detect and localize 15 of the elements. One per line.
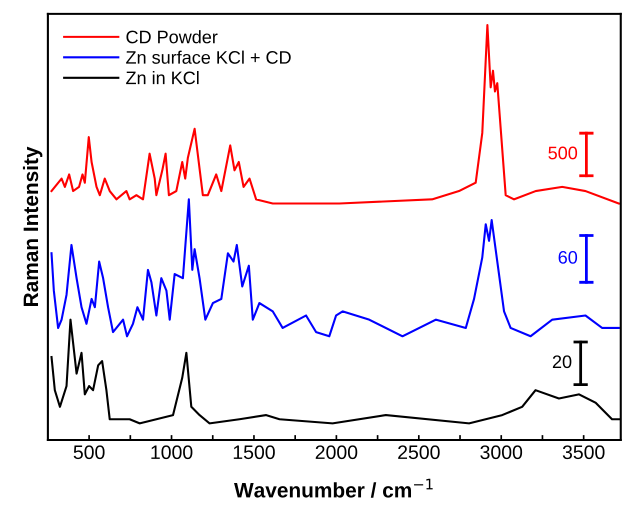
x-axis-title: Wavenumber / cm$^{−1}$: [234, 478, 433, 498]
x-tick-label: 1000: [151, 445, 192, 460]
y-axis-title: Raman Intensity: [22, 146, 42, 306]
legend-label: Zn surface KCl + CD: [126, 50, 291, 64]
annotation: 60: [558, 250, 578, 264]
x-tick-label: 3500: [562, 445, 605, 460]
legend-label: CD Powder: [126, 30, 218, 44]
x-tick-label: 500: [74, 445, 105, 460]
annotation: 20: [552, 355, 572, 368]
x-tick-label: 1500: [234, 445, 275, 460]
x-tick-label: 2000: [316, 445, 358, 460]
legend-label: Zn in KCl: [126, 71, 199, 84]
x-tick-label: 2500: [398, 445, 440, 460]
annotation: 500: [548, 146, 578, 160]
x-tick-label: 3000: [480, 445, 522, 460]
